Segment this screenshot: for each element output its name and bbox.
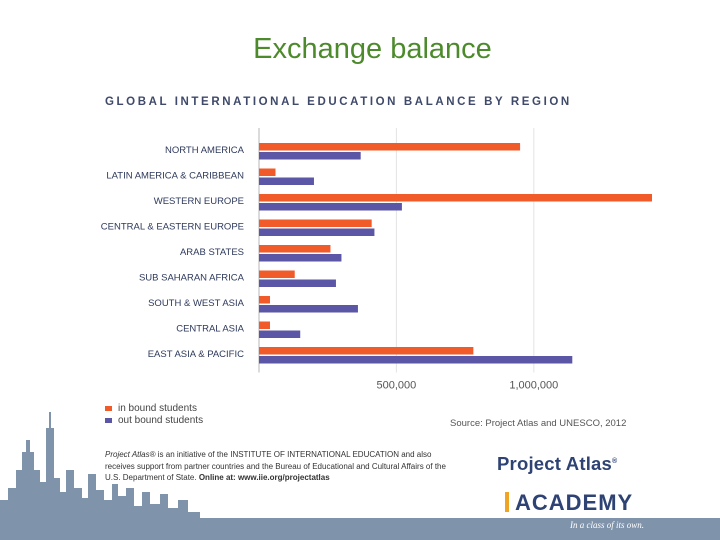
category-label: ARAB STATES [180,247,244,258]
category-label: WESTERN EUROPE [154,196,244,207]
bar-outbound [259,152,361,160]
academy-tagline: In a class of its own. [570,520,645,530]
category-label: EAST ASIA & PACIFIC [148,349,244,360]
category-label: NORTH AMERICA [165,145,245,156]
bar-inbound [259,296,270,304]
academy-logo-text: ACADEMY [515,490,634,515]
academy-logo: ACADEMY [505,490,633,516]
footnote-brand: Project Atlas® [105,450,156,459]
chart-source: Source: Project Atlas and UNESCO, 2012 [450,418,627,429]
legend-label-inbound: in bound students [118,402,197,414]
project-atlas-logo-mark: ® [612,457,618,465]
bar-inbound [259,168,276,176]
footnote: Project Atlas® is an initiative of the I… [105,449,455,484]
academy-bar [505,492,509,512]
legend-label-outbound: out bound students [118,414,204,426]
bar-chart: 500,000 1,000,000 NORTH AMERICA LATIN AMERI… [101,128,652,392]
bar-outbound [259,177,314,185]
x-tick-label: 1,000,000 [509,380,558,392]
x-tick-label: 500,000 [377,380,417,392]
bar-inbound [259,143,521,151]
bar-outbound [259,203,402,211]
project-atlas-logo: Project Atlas® [497,453,617,475]
footnote-online: Online at: www.iie.org/projectatlas [196,473,330,482]
footnote-text: is an initiative of the INSTITUTE OF INT… [105,450,446,482]
bar-outbound [259,254,342,262]
slide-title: Exchange balance [253,33,492,65]
bar-outbound [259,279,336,287]
bar-inbound [259,321,270,329]
bar-inbound [259,245,331,253]
bar-inbound [259,347,474,355]
bar-outbound [259,356,573,364]
legend-swatch-outbound [105,417,112,423]
project-atlas-logo-text: Project Atlas [497,453,613,474]
bar-outbound [259,228,375,236]
category-label: CENTRAL & EASTERN EUROPE [101,222,244,233]
category-label: LATIN AMERICA & CARIBBEAN [106,171,244,182]
category-label: SUB SAHARAN AFRICA [139,273,245,284]
bar-outbound [259,305,358,313]
category-label: CENTRAL ASIA [176,324,244,335]
legend-item-inbound: in bound students [105,402,203,414]
legend-swatch-inbound [105,405,112,411]
bar-inbound [259,270,295,278]
bar-inbound [259,219,372,227]
category-label: SOUTH & WEST ASIA [148,298,245,309]
chart-title: GLOBAL INTERNATIONAL EDUCATION BALANCE B… [105,96,572,108]
legend-item-outbound: out bound students [105,414,203,426]
bar-inbound [259,194,652,202]
chart-legend: in bound students out bound students [105,402,203,426]
bar-outbound [259,330,301,338]
